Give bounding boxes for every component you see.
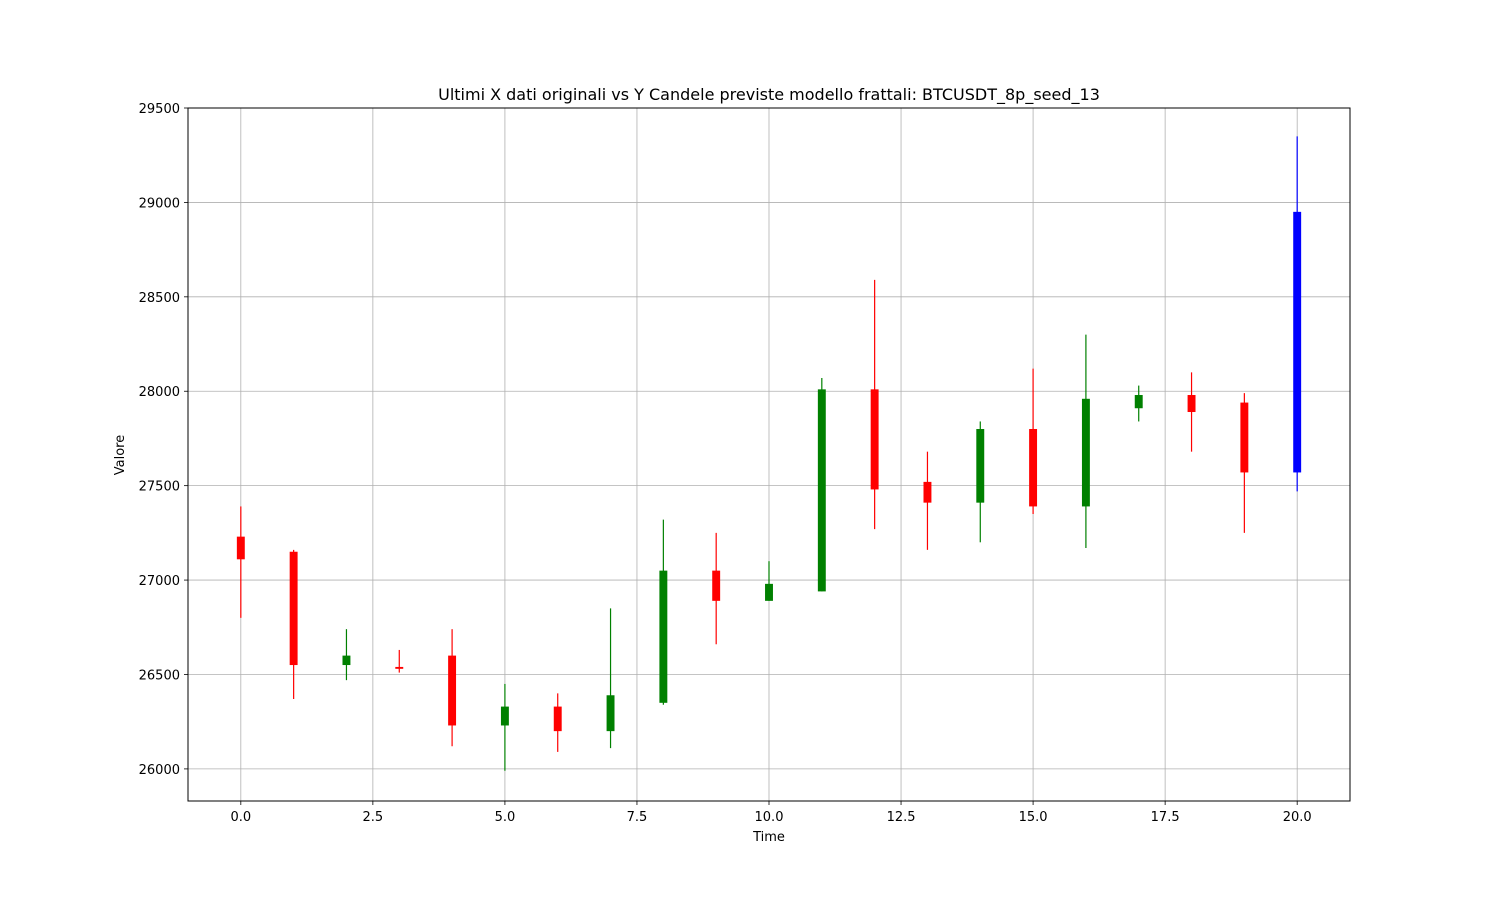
candle — [659, 519, 668, 705]
candle-body — [1081, 398, 1090, 507]
candle-body — [1187, 395, 1196, 413]
candle-body — [448, 655, 457, 726]
candle — [448, 629, 457, 747]
candle-body — [289, 551, 298, 666]
candle-body — [606, 695, 615, 732]
candle-body — [976, 429, 985, 503]
candle-body — [1134, 395, 1143, 409]
x-tick-label: 15.0 — [1019, 810, 1048, 825]
candle — [606, 608, 615, 749]
candle — [765, 561, 773, 601]
y-axis-label: Valore — [113, 435, 128, 475]
candle — [923, 451, 932, 550]
candle — [342, 629, 351, 681]
candle — [1134, 385, 1143, 422]
x-tick-label: 12.5 — [887, 810, 916, 825]
candle — [1187, 372, 1196, 452]
candle — [395, 649, 404, 673]
candle — [1240, 393, 1249, 533]
candle-body — [553, 706, 562, 732]
candle-body — [817, 389, 826, 592]
x-axis-label: Time — [752, 830, 785, 845]
candle-body — [342, 655, 351, 666]
candle-body — [500, 706, 509, 726]
candle — [553, 693, 562, 752]
candle — [236, 506, 245, 618]
y-tick-label: 26500 — [139, 668, 180, 683]
x-tick-label: 20.0 — [1283, 810, 1312, 825]
candle-body — [1240, 402, 1249, 473]
x-tick-label: 7.5 — [627, 810, 648, 825]
candle-body — [1293, 211, 1302, 473]
x-tick-label: 0.0 — [230, 810, 251, 825]
candle — [712, 532, 721, 645]
candle — [976, 421, 985, 543]
x-tick-label: 17.5 — [1151, 810, 1180, 825]
y-tick-label: 29000 — [139, 196, 180, 211]
candle-body — [870, 389, 879, 490]
candle — [1293, 136, 1302, 492]
candle-body — [236, 536, 245, 560]
candle-body — [395, 666, 404, 669]
y-tick-label: 27000 — [139, 574, 180, 589]
candles — [236, 136, 1302, 771]
candle-body — [923, 481, 932, 503]
x-tick-label: 5.0 — [495, 810, 516, 825]
candle-body — [712, 570, 721, 601]
candle — [500, 683, 509, 771]
y-tick-label: 29500 — [139, 102, 180, 117]
y-tick-label: 28500 — [139, 291, 180, 306]
y-tick-label: 27500 — [139, 480, 180, 495]
y-tick-label: 28000 — [139, 385, 180, 400]
y-tick-label: 26000 — [139, 763, 180, 778]
x-tick-label: 2.5 — [363, 810, 384, 825]
candle — [289, 549, 298, 700]
candle — [1029, 368, 1038, 514]
x-tick-label: 10.0 — [755, 810, 784, 825]
x-axis-ticks: 0.0 2.5 5.0 7.5 10.0 12.5 15.0 17.5 20.0 — [230, 801, 1312, 825]
candle-body — [765, 583, 773, 601]
candle — [870, 279, 879, 530]
chart-title: Ultimi X dati originali vs Y Candele pre… — [438, 85, 1100, 105]
y-axis-ticks: 26000 26500 27000 27500 28000 28500 29000 29500 — [139, 102, 188, 778]
candle-body — [659, 570, 668, 703]
candle — [1081, 334, 1090, 548]
candle — [817, 378, 826, 592]
candle-body — [1029, 429, 1038, 507]
